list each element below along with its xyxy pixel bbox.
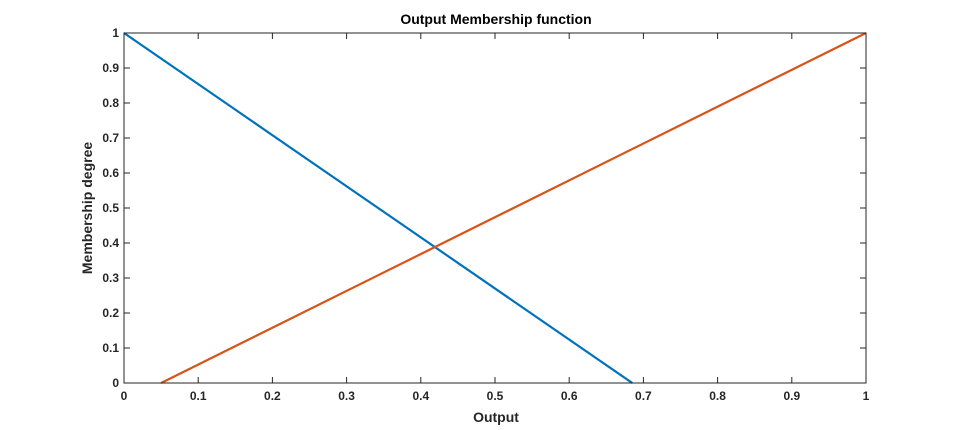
plot-area (124, 33, 866, 383)
x-tick-label: 0.9 (783, 389, 800, 403)
tick-layer: 0 0.1 0.2 0.3 0.4 0.5 0.6 0.7 0.8 0.9 1 0 0.1 0.2 0.3 0… (102, 26, 869, 403)
x-tick-label: 0.5 (487, 389, 504, 403)
y-tick-label: 1 (112, 26, 119, 40)
x-tick-label: 0.2 (264, 389, 281, 403)
y-tick-label: 0.6 (102, 166, 119, 180)
y-tick-label: 0.1 (102, 341, 119, 355)
x-tick-label: 1 (863, 389, 870, 403)
y-tick-label: 0.3 (102, 271, 119, 285)
y-tick-label: 0.4 (102, 236, 119, 250)
series-line-2 (160, 32, 867, 384)
x-tick-label: 0.7 (635, 389, 652, 403)
x-axis-label: Output (473, 409, 519, 425)
y-tick-label: 0.7 (102, 131, 119, 145)
chart-title: Output Membership function (400, 11, 591, 27)
series-line-1 (123, 32, 633, 384)
series-layer (123, 32, 867, 384)
x-tick-label: 0.4 (412, 389, 429, 403)
x-tick-label: 0.3 (338, 389, 355, 403)
y-tick-label: 0.9 (102, 61, 119, 75)
y-axis-label: Membership degree (79, 142, 95, 274)
x-tick-label: 0.8 (709, 389, 726, 403)
y-tick-label: 0.8 (102, 96, 119, 110)
x-tick-label: 0.1 (190, 389, 207, 403)
y-tick-label: 0.5 (102, 201, 119, 215)
x-tick-label: 0 (121, 389, 128, 403)
y-tick-label: 0 (112, 376, 119, 390)
y-tick-label: 0.2 (102, 306, 119, 320)
x-tick-label: 0.6 (561, 389, 578, 403)
